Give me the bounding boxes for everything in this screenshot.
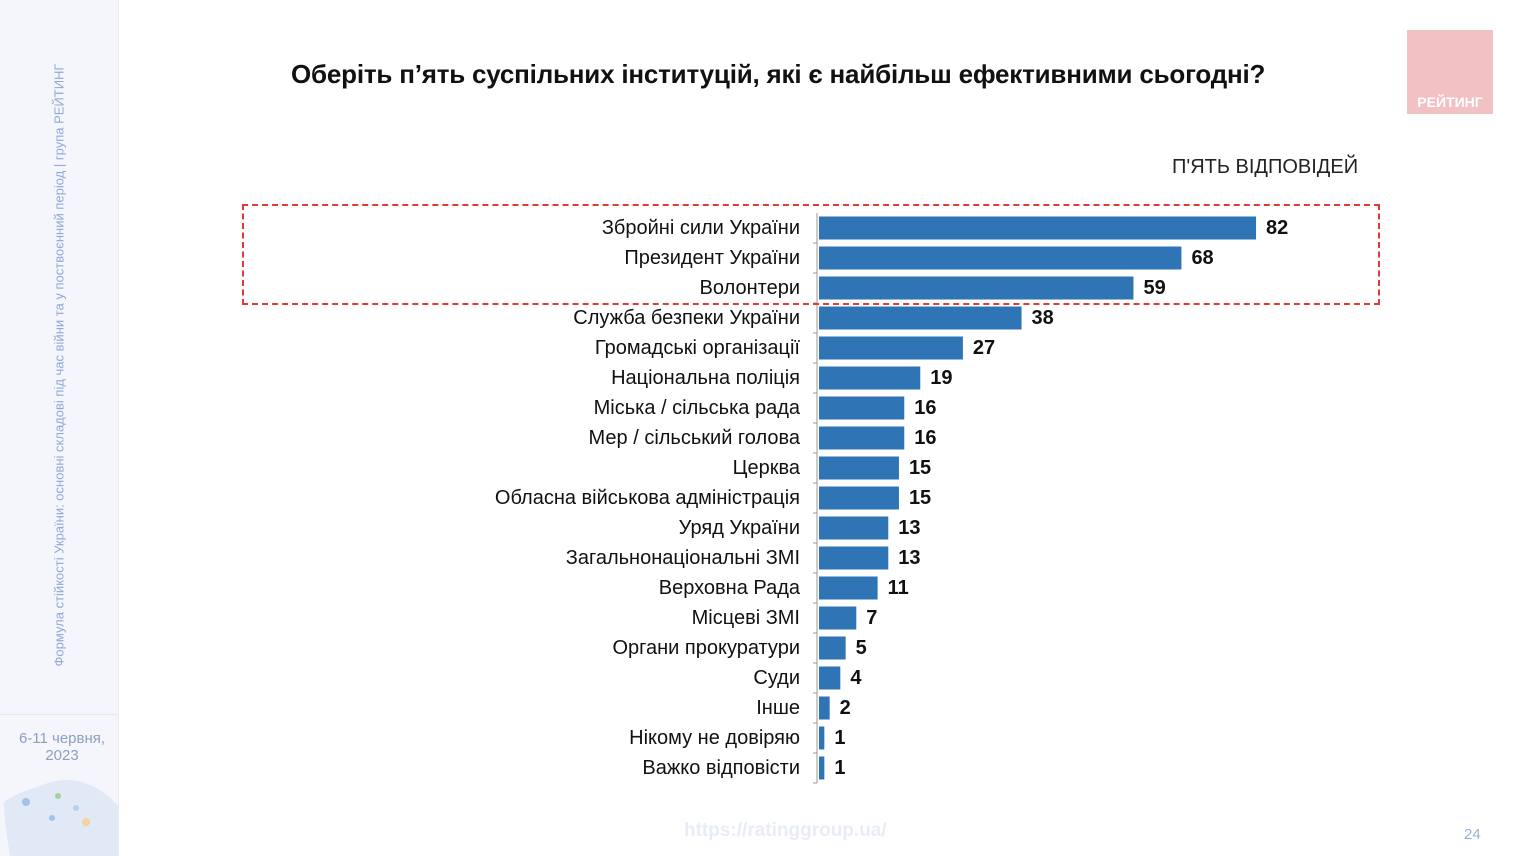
data-label: 1: [834, 757, 845, 779]
logo-text: РЕЙТИНГ: [1417, 94, 1483, 110]
bar: [819, 606, 857, 630]
category-label: Національна поліція: [611, 367, 800, 389]
bar: [819, 456, 899, 480]
bar: [819, 756, 825, 780]
data-label: 5: [856, 637, 867, 659]
data-label: 82: [1266, 217, 1288, 239]
bar: [819, 666, 841, 690]
category-label: Міська / сільська рада: [594, 397, 801, 419]
data-label: 16: [914, 397, 936, 419]
data-label: 59: [1143, 277, 1165, 299]
category-label: Уряд України: [679, 517, 800, 539]
data-label: 13: [898, 517, 920, 539]
bar: [819, 246, 1182, 270]
highlight-box: [242, 204, 1380, 305]
category-label: Важко відповісти: [642, 757, 800, 779]
website-url[interactable]: https://ratinggroup.ua/: [684, 820, 887, 841]
data-label: 68: [1191, 247, 1213, 269]
bar: [819, 546, 889, 570]
data-label: 1: [834, 727, 845, 749]
page-number: 24: [1464, 826, 1481, 843]
data-label: 13: [898, 547, 920, 569]
data-label: 7: [866, 607, 877, 629]
bar: [819, 696, 830, 720]
category-label: Президент України: [624, 247, 800, 269]
ukraine-map-icon: [4, 779, 118, 856]
rating-logo: РЕЙТИНГ: [1407, 30, 1493, 114]
sidebar-divider: [0, 714, 118, 715]
category-label: Нікому не довіряю: [629, 727, 800, 749]
data-label: 15: [909, 457, 931, 479]
sidebar: Формула стійкості України: основні склад…: [0, 0, 119, 856]
bar: [819, 216, 1257, 240]
bar: [819, 336, 963, 360]
data-label: 11: [888, 577, 909, 599]
data-label: 27: [973, 337, 995, 359]
bar: [819, 576, 878, 600]
survey-date-line-2: 2023: [45, 747, 79, 764]
category-label: Місцеві ЗМІ: [692, 607, 800, 629]
category-label: Збройні сили України: [602, 217, 800, 239]
bar: [819, 426, 905, 450]
bar: [819, 516, 889, 540]
bar: [819, 726, 825, 750]
category-label: Служба безпеки України: [573, 307, 800, 329]
category-label: Церква: [733, 457, 801, 479]
bar: [819, 636, 846, 660]
bar: [819, 486, 899, 510]
data-label: 16: [914, 427, 936, 449]
data-label: 2: [840, 697, 851, 719]
category-label: Загальнонаціональні ЗМІ: [566, 547, 800, 569]
data-label: 15: [909, 487, 931, 509]
data-label: 19: [930, 367, 952, 389]
category-label: Верховна Рада: [659, 577, 801, 599]
data-label: 38: [1032, 307, 1054, 329]
bar: [819, 306, 1022, 330]
category-label: Суди: [753, 667, 800, 689]
bar: [819, 396, 905, 420]
chart-subtitle: П'ЯТЬ ВІДПОВІДЕЙ: [1172, 156, 1359, 178]
category-label: Органи прокуратури: [612, 637, 800, 659]
category-label: Мер / сільський голова: [589, 427, 801, 449]
category-label: Обласна військова адміністрація: [495, 487, 800, 509]
bar: [819, 366, 921, 390]
category-label: Волонтери: [700, 277, 800, 299]
bar: [819, 276, 1134, 300]
data-label: 4: [850, 667, 862, 689]
chart-title: Оберіть п’ять суспільних інституцій, які…: [291, 59, 1266, 89]
category-label: Громадські організації: [595, 337, 801, 359]
survey-date-line-1: 6-11 червня,: [18, 730, 106, 747]
category-label: Інше: [756, 697, 800, 719]
